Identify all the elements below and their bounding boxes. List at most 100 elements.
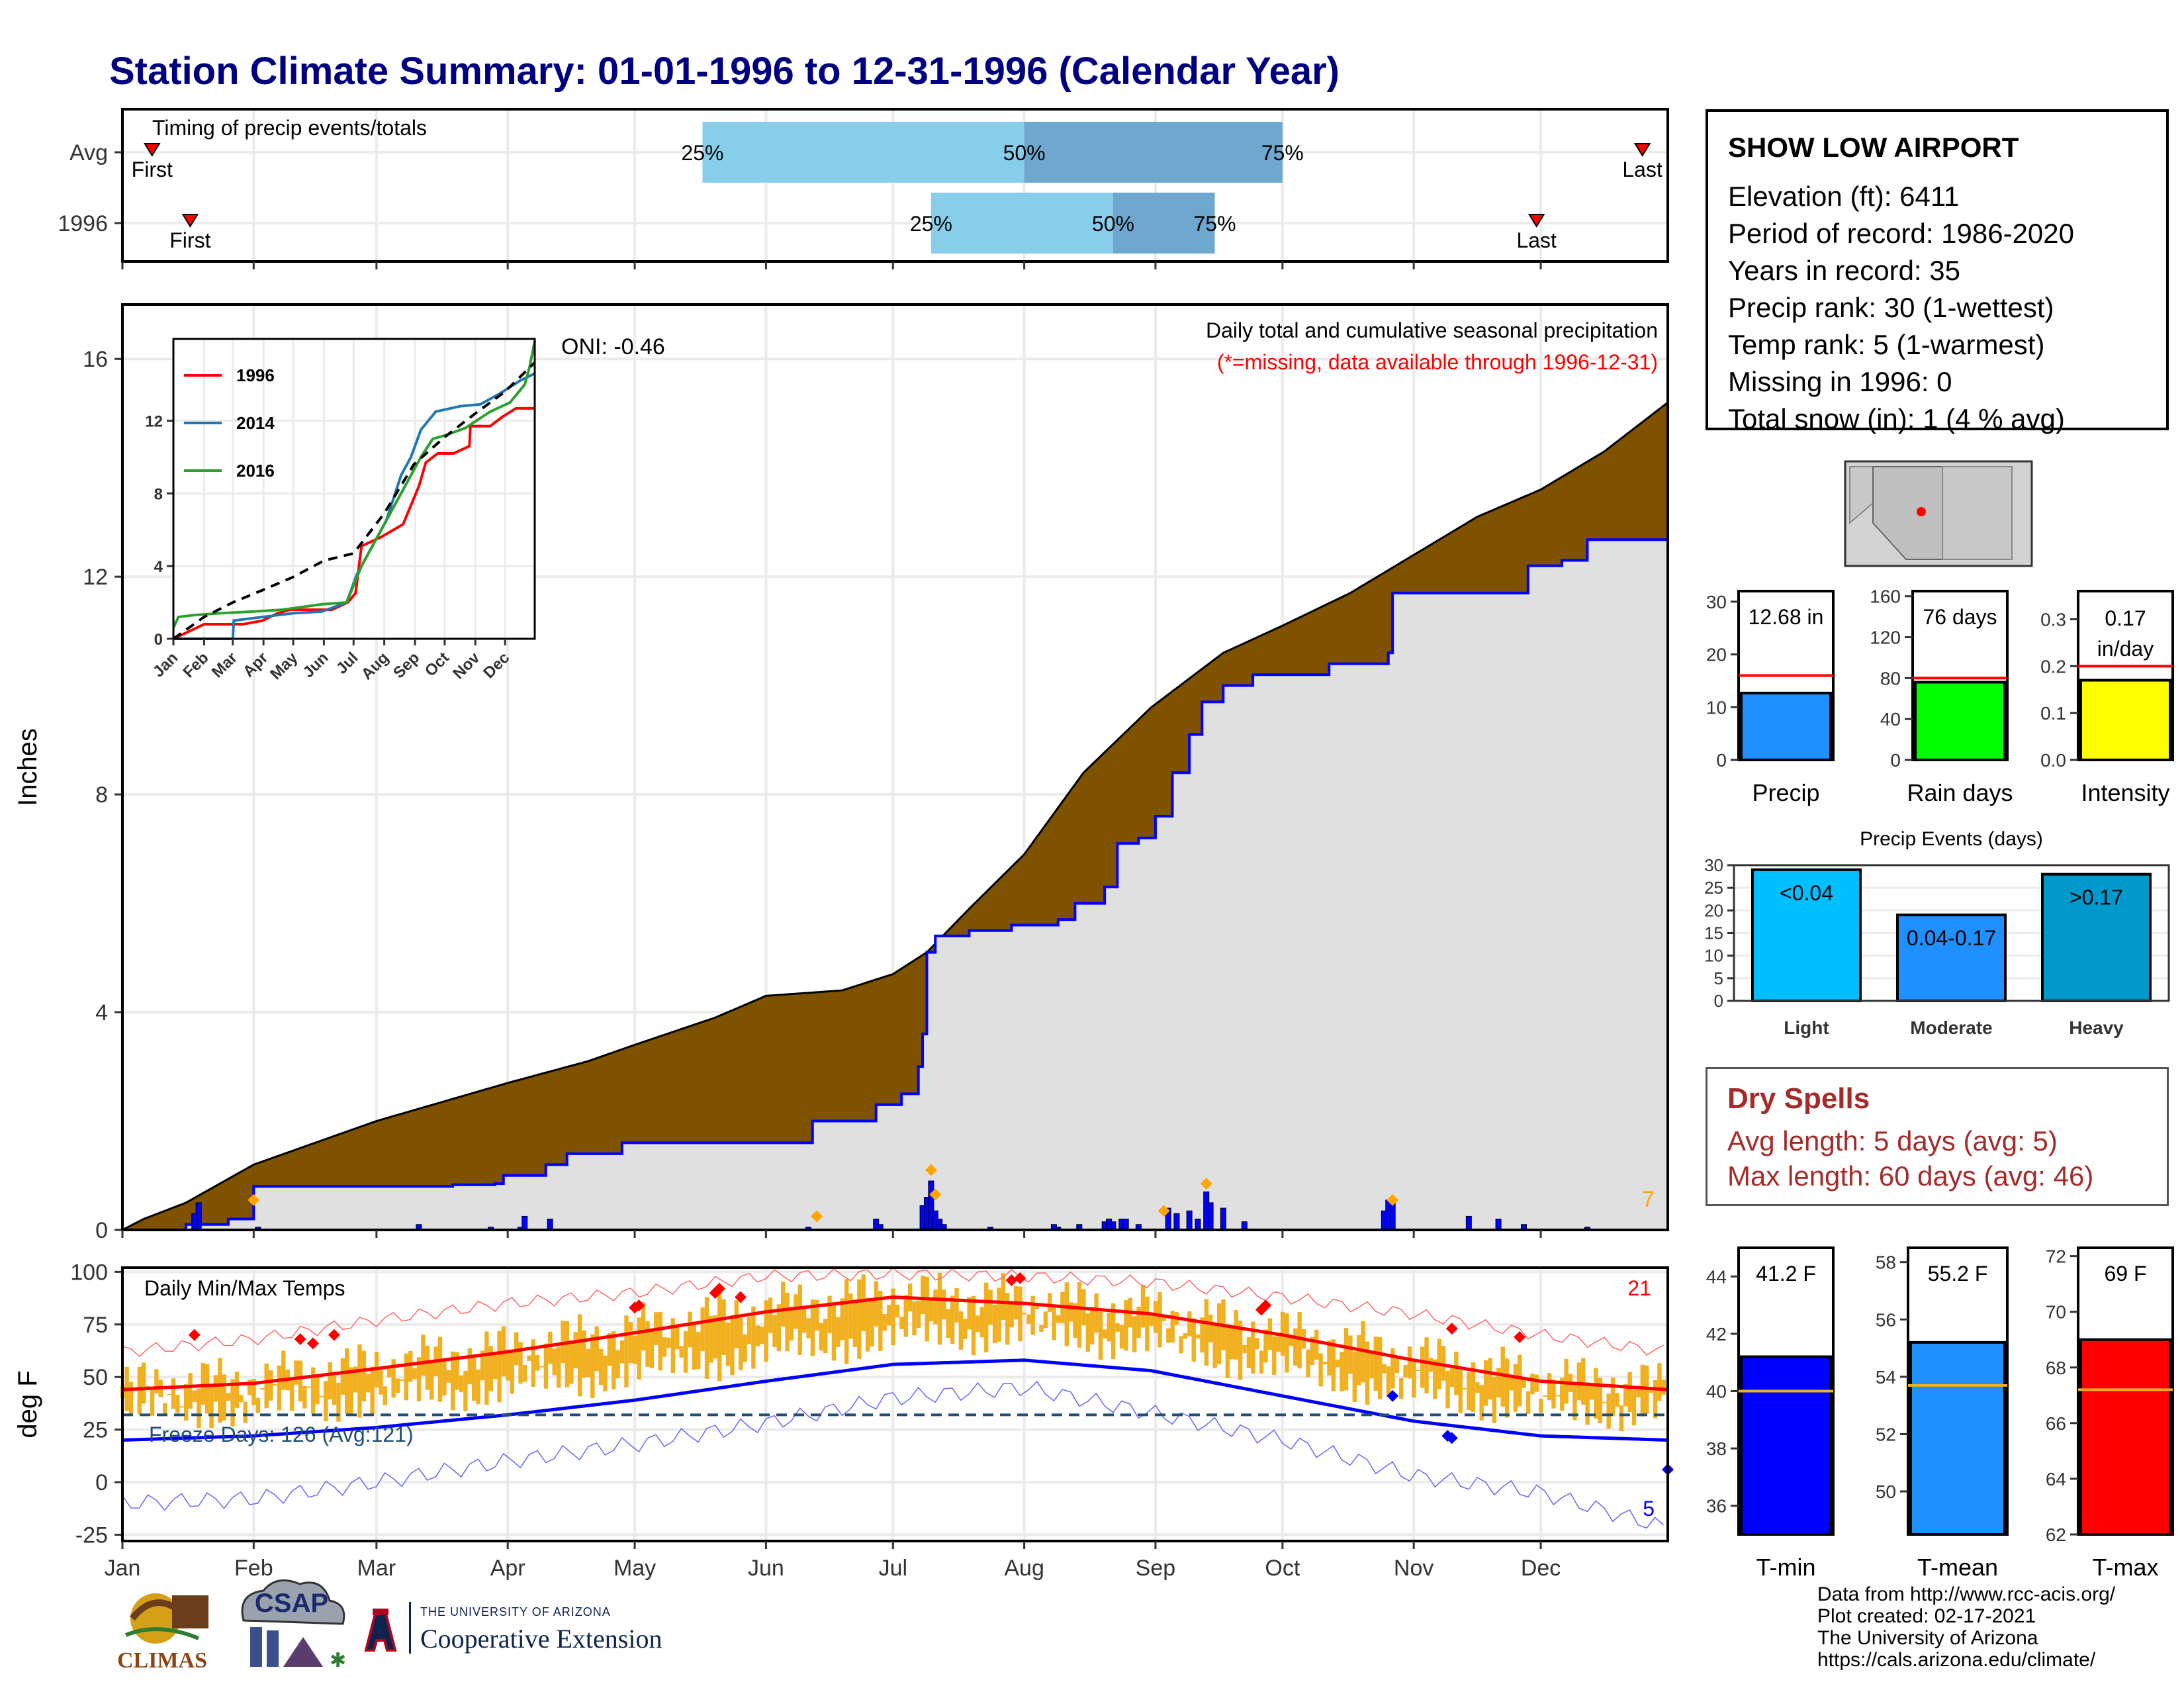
daily-temp-bar	[1030, 1295, 1035, 1335]
daily-temp-bar	[1589, 1385, 1594, 1400]
daily-temp-bar	[903, 1295, 908, 1337]
record-max-marker	[328, 1329, 340, 1341]
temp-y-tick-label: 0	[95, 1470, 108, 1495]
tmean-y-tick-label: 50	[1876, 1481, 1896, 1502]
daily-temp-bar	[1623, 1383, 1628, 1407]
daily-temp-bar	[1504, 1358, 1510, 1418]
credit-url: https://cals.arizona.edu/climate/	[1817, 1649, 2096, 1671]
daily-temp-bar	[1398, 1378, 1404, 1399]
page-title: Station Climate Summary: 01-01-1996 to 1…	[109, 50, 1340, 93]
tmin-value-label: 41.2 F	[1756, 1262, 1816, 1286]
daily-temp-bar	[361, 1350, 367, 1402]
daily-temp-bar	[607, 1333, 612, 1366]
daily-temp-bar	[899, 1317, 904, 1329]
daily-temp-bar	[1208, 1314, 1213, 1343]
daily-temp-bar	[979, 1307, 985, 1338]
timing-marker-first	[181, 214, 199, 228]
daily-temp-bar	[336, 1382, 341, 1422]
quartile-label-50: 50%	[1092, 212, 1134, 236]
daily-temp-bar	[455, 1352, 459, 1390]
normal-min-line	[122, 1358, 1668, 1442]
daily-precip-bar	[547, 1219, 553, 1231]
timing-row-label: 1996	[58, 211, 108, 236]
daily-temp-bar	[1551, 1379, 1556, 1409]
daily-temp-bar	[1555, 1395, 1561, 1397]
daily-temp-bar	[273, 1383, 277, 1385]
station-info-box: SHOW LOW AIRPORT Elevation (ft): 6411 Pe…	[1706, 109, 2169, 434]
timing-bar-q50-q75	[1024, 122, 1283, 183]
precip-y-tick-label: 4	[95, 1000, 108, 1025]
daily-temp-bar	[183, 1383, 189, 1421]
daily-temp-bar	[332, 1376, 337, 1405]
inset-y-tick-label: 12	[145, 413, 163, 431]
precip-y-tick-label: 12	[83, 565, 108, 590]
daily-temp-bar	[946, 1309, 950, 1338]
tmean-value-label: 55.2 F	[1928, 1262, 1988, 1286]
precip-events-border	[1733, 864, 2170, 1002]
ua-logo-mark	[361, 1601, 400, 1654]
daily-temp-bar	[619, 1340, 625, 1364]
precip-events-y-tick-label: 5	[1714, 968, 1723, 988]
daily-temp-bar	[1276, 1336, 1281, 1352]
daily-temp-bar	[514, 1332, 519, 1366]
inset-legend-label-2016: 2016	[236, 461, 275, 481]
daily-temp-bar	[522, 1365, 527, 1382]
tmin-y-tick-label: 36	[1706, 1496, 1727, 1517]
credit-university: The University of Arizona	[1817, 1627, 2038, 1649]
timing-row-label: Avg	[69, 140, 108, 165]
daily-temp-bar	[1043, 1311, 1048, 1329]
daily-temp-bar	[759, 1326, 764, 1344]
precip-missing-count: 7	[1642, 1187, 1655, 1212]
daily-temp-bar	[412, 1368, 417, 1380]
daily-temp-bar	[612, 1331, 616, 1389]
inset-y-tick-label: 4	[154, 558, 163, 576]
daily-temp-bar	[1467, 1372, 1471, 1411]
daily-temp-bar	[1602, 1401, 1607, 1403]
tmin-y-tick-label: 42	[1706, 1324, 1727, 1344]
daily-temp-bar	[743, 1334, 747, 1362]
locator-map-region-east	[1942, 466, 2013, 560]
x-tick-label: Oct	[1265, 1556, 1300, 1581]
daily-record-marker	[1158, 1205, 1170, 1217]
daily-temp-bar	[1107, 1313, 1111, 1342]
temp-y-tick-label: 50	[83, 1365, 108, 1390]
daily-temp-bar	[345, 1348, 349, 1414]
precip-events-category-label: Heavy	[2069, 1017, 2124, 1038]
daily-temp-bar	[192, 1390, 197, 1402]
daily-temp-bar	[510, 1350, 514, 1394]
tmin-y-tick-label: 44	[1706, 1266, 1727, 1287]
temp-panel-title: Daily Min/Max Temps	[144, 1276, 345, 1300]
daily-temp-bar	[370, 1366, 375, 1415]
station-period: Period of record: 1986-2020	[1728, 218, 2075, 249]
daily-temp-bar	[1259, 1350, 1264, 1374]
daily-temp-bar	[1488, 1358, 1492, 1400]
inset-legend-label-2014: 2014	[236, 413, 275, 433]
tmax-y-tick-label: 70	[2046, 1302, 2066, 1323]
quartile-label-25: 25%	[910, 212, 952, 236]
precip-total-value-label: 12.68 in	[1749, 605, 1824, 629]
daily-temp-bar	[1225, 1324, 1230, 1379]
observed-cumulative-area	[122, 539, 1668, 1230]
daily-temp-bar	[446, 1370, 451, 1383]
daily-record-marker	[1387, 1194, 1399, 1206]
daily-precip-bar	[1465, 1215, 1472, 1231]
daily-precip-bar	[522, 1215, 528, 1231]
daily-temp-bar	[929, 1297, 934, 1322]
intensity-y-tick-label: 0.1	[2040, 703, 2066, 724]
daily-precip-bar	[1389, 1202, 1396, 1231]
timing-bar-q50-q75	[1113, 193, 1215, 254]
daily-temp-bar	[1543, 1395, 1547, 1397]
precip-total-y-tick-label: 10	[1706, 697, 1727, 718]
daily-temp-bar	[531, 1339, 535, 1387]
daily-temp-bar	[1581, 1358, 1586, 1405]
daily-record-marker	[811, 1210, 823, 1223]
daily-temp-bar	[721, 1299, 726, 1355]
daily-temp-bar	[387, 1368, 392, 1378]
daily-temp-bar	[450, 1351, 455, 1411]
daily-temp-bar	[992, 1305, 997, 1344]
daily-temp-bar	[942, 1289, 946, 1320]
temp-y-tick-label: 100	[70, 1260, 108, 1285]
daily-temp-bar	[324, 1381, 328, 1422]
daily-temp-bar	[1377, 1337, 1383, 1399]
timing-panel-label: Timing of precip events/totals	[152, 116, 427, 140]
